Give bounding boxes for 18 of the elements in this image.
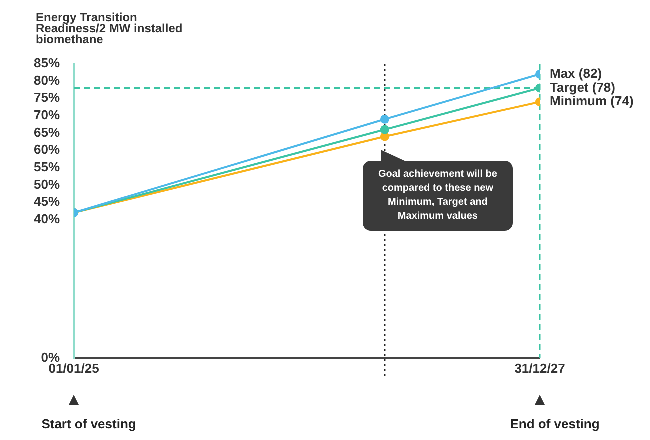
series-label: Minimum (74) [550, 94, 634, 109]
y-tick-label: 65% [34, 124, 60, 140]
y-tick-label: 85% [34, 56, 60, 71]
y-tick-label: 50% [34, 176, 60, 192]
y-tick-label: 60% [34, 142, 60, 158]
y-tick-label: 40% [34, 211, 60, 226]
x-tick-label: 31/12/27 [514, 360, 566, 376]
y-tick-label: 55% [34, 159, 60, 174]
text: End of vesting [510, 416, 600, 432]
y-tick-label: 70% [34, 108, 60, 123]
series-label: Max (82) [550, 66, 602, 81]
y-axis-title: Energy Transition Readiness/2 MW installed biomethane [36, 10, 183, 46]
y-tick-label: 75% [34, 90, 60, 106]
y-tick-label: 80% [34, 72, 60, 88]
series-label: Target (78) [550, 80, 616, 95]
annotation: Goal achievement will be compared to these new Minimum, Target and Maximum values [362, 160, 513, 231]
text: Start of vesting [42, 416, 136, 432]
y-tick-label: 45% [34, 194, 60, 210]
